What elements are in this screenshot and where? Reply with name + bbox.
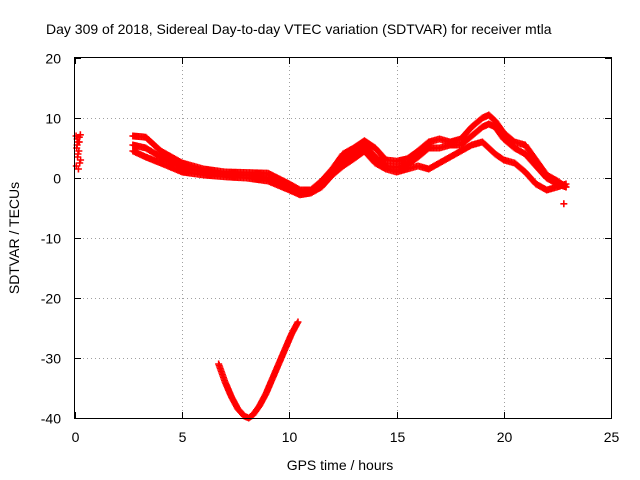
plot-frame (74, 57, 612, 419)
y-tick-label: -40 (41, 411, 61, 427)
grid-lines (75, 58, 611, 418)
y-axis-title: SDTVAR / TECUs (6, 182, 22, 294)
data-point (562, 180, 570, 188)
y-tick-label: -20 (41, 291, 61, 307)
x-tick-label: 25 (604, 429, 620, 445)
x-tick-label: 15 (390, 429, 406, 445)
y-tick-label: 0 (53, 171, 61, 187)
data-point (75, 138, 83, 146)
data-point (560, 200, 568, 208)
y-tick-label: 20 (45, 51, 61, 67)
data-point (294, 318, 302, 326)
y-tick-label: 10 (45, 111, 61, 127)
x-tick-label: 5 (179, 429, 187, 445)
data-point (74, 150, 82, 158)
y-tick-label: -10 (41, 231, 61, 247)
x-tick-label: 10 (282, 429, 298, 445)
data-point (76, 131, 84, 139)
x-tick-label: 20 (497, 429, 513, 445)
y-tick-label: -30 (41, 351, 61, 367)
axis-ticks: 0 5 10 15 20 25 -40 -30 -20 -10 0 10 20 (41, 51, 620, 446)
x-tick-label: 0 (72, 429, 80, 445)
chart-title: Day 309 of 2018, Sidereal Day-to-day VTE… (46, 21, 552, 37)
data-point (74, 165, 82, 173)
x-axis-title: GPS time / hours (287, 457, 394, 473)
data-points (72, 111, 570, 422)
data-point (77, 156, 85, 164)
